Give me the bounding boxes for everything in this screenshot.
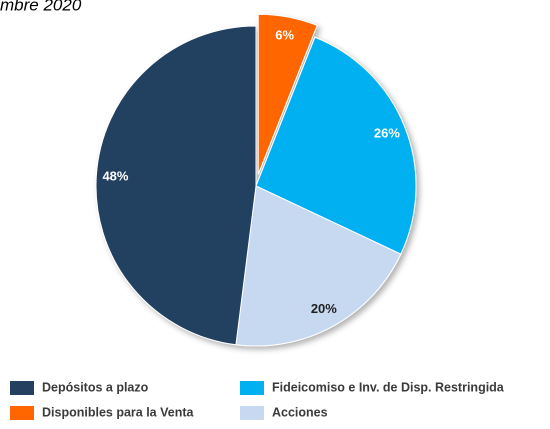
legend-swatch: [10, 381, 34, 395]
pie-slice: [95, 25, 257, 346]
legend-swatch: [240, 406, 264, 420]
legend-label: Acciones: [272, 405, 328, 419]
legend-swatch: [10, 406, 34, 420]
pie-slice: [255, 36, 417, 255]
legend-label: Fideicomiso e Inv. de Disp. Restringida: [272, 380, 505, 394]
pie-slice: [235, 185, 402, 347]
legend-label: Disponibles para la Venta: [42, 405, 194, 419]
data-label: 48%: [102, 169, 128, 184]
data-label: 6%: [275, 27, 294, 42]
pie: [95, 13, 417, 347]
pie-slice: [257, 13, 318, 175]
data-label: 20%: [311, 301, 337, 316]
legend-label: Depósitos a plazo: [42, 380, 149, 394]
legend-swatch: [240, 381, 264, 395]
chart-title: mbre 2020: [0, 0, 82, 14]
data-label: 26%: [374, 126, 400, 141]
